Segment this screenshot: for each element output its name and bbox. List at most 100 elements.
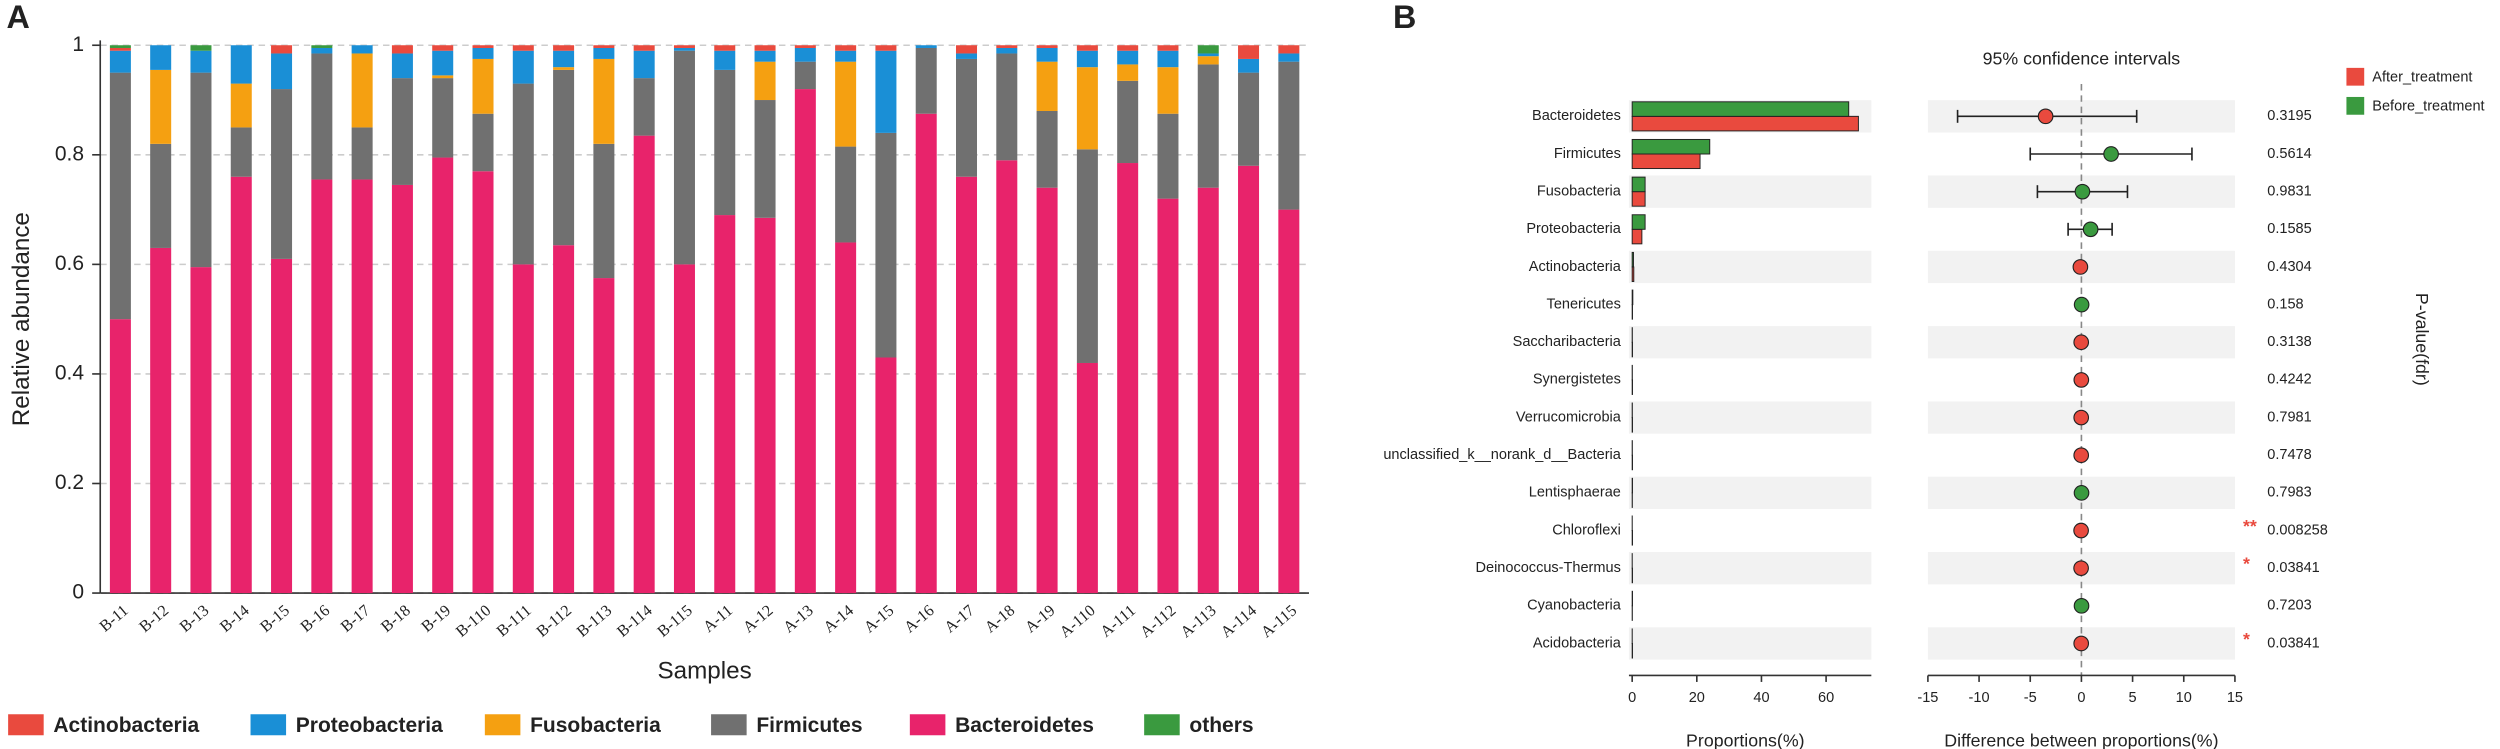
- bar-segment: [1157, 45, 1179, 51]
- p-value: 0.008258: [2267, 522, 2328, 538]
- bar-segment: [311, 45, 333, 48]
- x-tick-label: B-113: [574, 602, 615, 641]
- bar-segment: [351, 179, 373, 594]
- x-axis-title: Samples: [657, 658, 751, 685]
- bar-segment: [109, 50, 131, 73]
- x-tick-label: A-13: [780, 602, 816, 636]
- row-stripe: [1628, 476, 1872, 510]
- bar-segment: [230, 176, 252, 594]
- proportion-bar: [1631, 115, 1859, 132]
- difference-point: [2074, 183, 2091, 200]
- x-tick-label: A-14: [821, 602, 857, 636]
- bar-segment: [714, 50, 736, 70]
- bar-segment: [714, 215, 736, 594]
- bar-segment: [190, 72, 212, 268]
- bar-segment: [996, 53, 1018, 161]
- x-tick-label: -15: [1917, 690, 1938, 706]
- category-label: Chloroflexi: [1552, 522, 1621, 538]
- p-value: 0.9831: [2267, 183, 2311, 199]
- x-tick-label: B-15: [257, 602, 293, 636]
- bar-segment: [472, 58, 494, 114]
- bar-segment: [230, 127, 252, 177]
- category-label: Cyanobacteria: [1527, 598, 1622, 614]
- proportion-bar: [1631, 251, 1634, 268]
- x-tick-label: B-13: [177, 602, 213, 636]
- x-tick-label: A-110: [1057, 602, 1099, 641]
- x-tick-label: A-112: [1137, 602, 1179, 641]
- bar-segment: [553, 45, 575, 51]
- difference-point: [2073, 485, 2090, 501]
- bar-segment: [1076, 67, 1098, 150]
- legend-label: Fusobacteria: [530, 714, 661, 737]
- p-value: 0.3195: [2267, 108, 2311, 124]
- row-stripe: [1628, 175, 1872, 208]
- bar-segment: [794, 61, 816, 90]
- bar-segment: [1197, 187, 1219, 594]
- bar-segment: [190, 45, 212, 51]
- bar-segment: [633, 50, 655, 79]
- bar-segment: [1036, 61, 1058, 111]
- bar-segment: [432, 157, 454, 594]
- bar-segment: [311, 53, 333, 180]
- category-label: Synergistetes: [1533, 372, 1621, 388]
- bar-segment: [1238, 58, 1260, 73]
- difference-point: [2073, 597, 2090, 614]
- bar-segment: [633, 78, 655, 136]
- x-tick-label: 60: [1818, 690, 1834, 706]
- x-tick-label: A-115: [1258, 602, 1300, 641]
- x-tick-label: 0: [1628, 690, 1636, 706]
- y-tick-label: 0.4: [55, 361, 85, 384]
- bar-segment: [351, 127, 373, 180]
- x-tick-label: A-114: [1218, 602, 1260, 641]
- bar-segment: [432, 50, 454, 76]
- bar-segment: [1238, 72, 1260, 166]
- bar-segment: [1238, 165, 1260, 594]
- category-label: Acidobacteria: [1533, 635, 1622, 651]
- bar-segment: [512, 83, 534, 265]
- bar-segment: [593, 47, 615, 59]
- bar-segment: [1076, 362, 1098, 594]
- bar-segment: [754, 50, 776, 62]
- bar-segment: [875, 132, 897, 358]
- bar-segment: [1197, 53, 1219, 57]
- bar-segment: [1076, 50, 1098, 68]
- bar-segment: [190, 267, 212, 594]
- bar-segment: [150, 45, 172, 70]
- x-tick-label: B-110: [453, 602, 494, 641]
- bar-segment: [512, 50, 534, 84]
- p-value: 0.158: [2267, 296, 2303, 312]
- category-label: Proteobacteria: [1526, 221, 1621, 237]
- bar-segment: [553, 245, 575, 594]
- bar-segment: [794, 89, 816, 594]
- proportion-bar: [1631, 138, 1711, 155]
- bar-segment: [593, 58, 615, 144]
- bar-segment: [1197, 56, 1219, 65]
- bar-segment: [673, 264, 695, 594]
- chart-title: 95% confidence intervals: [1983, 48, 2181, 68]
- bar-segment: [391, 184, 413, 594]
- x-tick-label: A-111: [1097, 602, 1139, 641]
- bar-segment: [673, 50, 695, 265]
- bar-segment: [150, 143, 172, 248]
- bar-segment: [391, 45, 413, 54]
- x-tick-label: A-15: [861, 602, 897, 636]
- p-value: 0.7203: [2267, 598, 2311, 614]
- bar-segment: [553, 50, 575, 68]
- bar-segment: [1197, 64, 1219, 188]
- y-tick-label: 1: [72, 33, 84, 56]
- difference-point: [2082, 221, 2099, 238]
- bar-segment: [714, 69, 736, 216]
- legend-label: Bacteroidetes: [955, 714, 1094, 737]
- x-tick-label: A-113: [1178, 602, 1220, 641]
- bar-segment: [835, 242, 857, 594]
- legend-label: Actinobacteria: [53, 714, 199, 737]
- bar-segment: [754, 100, 776, 218]
- legend-swatch: [484, 714, 521, 736]
- bar-segment: [1238, 45, 1260, 59]
- bar-segment: [432, 45, 454, 51]
- legend-label: Firmicutes: [756, 714, 862, 737]
- x-tick-label: 5: [2129, 690, 2137, 706]
- bar-segment: [875, 45, 897, 51]
